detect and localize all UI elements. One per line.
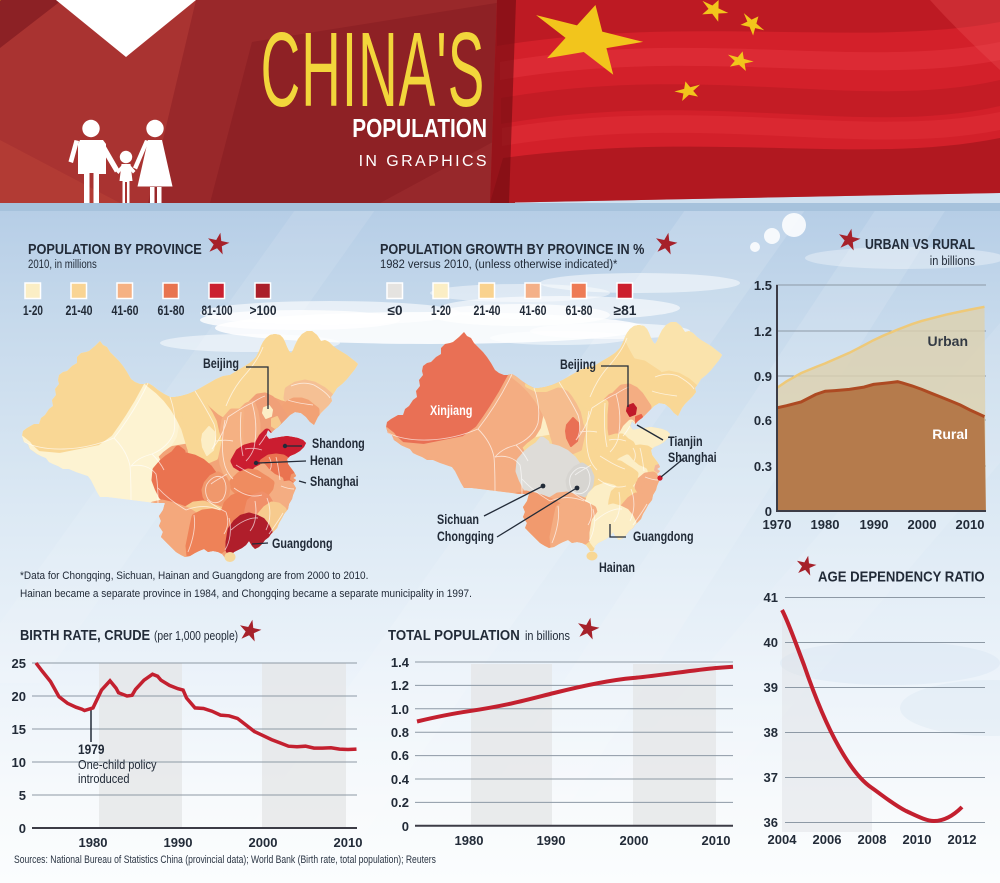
svg-text:CHINA'S: CHINA'S bbox=[261, 11, 486, 129]
svg-text:Shandong: Shandong bbox=[312, 436, 365, 451]
svg-text:1980: 1980 bbox=[455, 833, 484, 848]
svg-text:10: 10 bbox=[12, 755, 26, 770]
svg-text:1.0: 1.0 bbox=[391, 702, 409, 717]
svg-text:21-40: 21-40 bbox=[474, 303, 501, 318]
svg-text:38: 38 bbox=[764, 725, 778, 740]
svg-text:TOTAL POPULATION: TOTAL POPULATION bbox=[388, 627, 520, 644]
svg-text:Guangdong: Guangdong bbox=[272, 536, 333, 551]
svg-text:2008: 2008 bbox=[858, 832, 887, 847]
svg-text:61-80: 61-80 bbox=[566, 303, 593, 318]
svg-text:in billions: in billions bbox=[525, 629, 570, 643]
svg-text:21-40: 21-40 bbox=[66, 303, 93, 318]
svg-text:1970: 1970 bbox=[763, 517, 792, 532]
svg-text:40: 40 bbox=[764, 635, 778, 650]
svg-text:0.6: 0.6 bbox=[754, 413, 772, 428]
svg-text:1.2: 1.2 bbox=[391, 678, 409, 693]
svg-text:0: 0 bbox=[765, 504, 772, 519]
svg-text:>100: >100 bbox=[250, 303, 277, 318]
svg-text:2010: 2010 bbox=[702, 833, 731, 848]
svg-text:0: 0 bbox=[19, 821, 26, 836]
svg-text:URBAN VS RURAL: URBAN VS RURAL bbox=[865, 236, 975, 252]
svg-text:1.4: 1.4 bbox=[391, 655, 410, 670]
svg-text:1990: 1990 bbox=[537, 833, 566, 848]
svg-text:2000: 2000 bbox=[908, 517, 937, 532]
svg-text:Guangdong: Guangdong bbox=[633, 529, 694, 544]
svg-text:2000: 2000 bbox=[249, 835, 278, 850]
svg-text:(per 1,000 people): (per 1,000 people) bbox=[154, 630, 238, 643]
svg-text:37: 37 bbox=[764, 770, 778, 785]
svg-text:2010: 2010 bbox=[956, 517, 985, 532]
svg-text:1979: 1979 bbox=[78, 741, 104, 757]
svg-text:0.4: 0.4 bbox=[391, 772, 410, 787]
svg-text:Shanghai: Shanghai bbox=[668, 450, 717, 465]
svg-text:20: 20 bbox=[12, 689, 26, 704]
svg-text:61-80: 61-80 bbox=[158, 303, 185, 318]
svg-text:1-20: 1-20 bbox=[23, 303, 43, 318]
svg-text:25: 25 bbox=[12, 656, 26, 671]
svg-text:1.5: 1.5 bbox=[754, 278, 772, 293]
svg-text:0.6: 0.6 bbox=[391, 748, 409, 763]
svg-text:Hainan: Hainan bbox=[599, 560, 635, 575]
svg-text:Rural: Rural bbox=[932, 426, 968, 442]
svg-text:1990: 1990 bbox=[164, 835, 193, 850]
svg-text:1990: 1990 bbox=[860, 517, 889, 532]
svg-text:POPULATION BY PROVINCE: POPULATION BY PROVINCE bbox=[28, 240, 202, 257]
svg-text:41-60: 41-60 bbox=[520, 303, 547, 318]
svg-text:Chongqing: Chongqing bbox=[437, 529, 494, 544]
svg-text:2006: 2006 bbox=[813, 832, 842, 847]
svg-text:0.3: 0.3 bbox=[754, 459, 772, 474]
svg-text:2010, in millions: 2010, in millions bbox=[28, 258, 97, 271]
svg-text:39: 39 bbox=[764, 680, 778, 695]
svg-text:Shanghai: Shanghai bbox=[310, 474, 359, 489]
svg-text:1982 versus 2010, (unless othe: 1982 versus 2010, (unless otherwise indi… bbox=[380, 259, 618, 271]
svg-text:BIRTH RATE, CRUDE: BIRTH RATE, CRUDE bbox=[20, 626, 150, 643]
svg-text:0.9: 0.9 bbox=[754, 369, 772, 384]
svg-text:≤0: ≤0 bbox=[388, 303, 403, 318]
svg-text:2010: 2010 bbox=[903, 832, 932, 847]
svg-text:Tianjin: Tianjin bbox=[668, 434, 703, 449]
svg-text:41: 41 bbox=[764, 590, 778, 605]
svg-text:Xinjiang: Xinjiang bbox=[430, 403, 472, 419]
svg-text:1980: 1980 bbox=[811, 517, 840, 532]
svg-text:POPULATION: POPULATION bbox=[352, 114, 487, 143]
svg-text:15: 15 bbox=[12, 722, 26, 737]
svg-text:introduced: introduced bbox=[78, 771, 130, 786]
svg-text:AGE DEPENDENCY RATIO: AGE DEPENDENCY RATIO bbox=[818, 568, 985, 585]
svg-text:1980: 1980 bbox=[79, 835, 108, 850]
svg-text:2000: 2000 bbox=[620, 833, 649, 848]
svg-text:1-20: 1-20 bbox=[431, 303, 451, 318]
svg-text:0.8: 0.8 bbox=[391, 725, 409, 740]
svg-text:2012: 2012 bbox=[948, 832, 977, 847]
svg-text:0: 0 bbox=[402, 819, 409, 834]
svg-text:0.2: 0.2 bbox=[391, 795, 409, 810]
svg-text:5: 5 bbox=[19, 788, 26, 803]
svg-text:Sichuan: Sichuan bbox=[437, 512, 479, 527]
svg-text:2004: 2004 bbox=[768, 832, 798, 847]
svg-text:≥81: ≥81 bbox=[614, 303, 637, 318]
svg-text:One-child policy: One-child policy bbox=[78, 757, 157, 772]
svg-text:81-100: 81-100 bbox=[202, 303, 233, 318]
svg-text:36: 36 bbox=[764, 815, 778, 830]
svg-text:41-60: 41-60 bbox=[112, 303, 139, 318]
svg-text:POPULATION GROWTH BY PROVINCE: POPULATION GROWTH BY PROVINCE IN % bbox=[380, 240, 645, 257]
svg-text:Henan: Henan bbox=[310, 453, 343, 468]
svg-text:Urban: Urban bbox=[928, 333, 968, 349]
svg-text:Beijing: Beijing bbox=[203, 356, 239, 371]
svg-text:2010: 2010 bbox=[334, 835, 363, 850]
svg-text:IN GRAPHICS: IN GRAPHICS bbox=[359, 153, 489, 170]
svg-text:in billions: in billions bbox=[930, 254, 975, 268]
svg-text:Beijing: Beijing bbox=[560, 357, 596, 372]
svg-text:1.2: 1.2 bbox=[754, 324, 772, 339]
